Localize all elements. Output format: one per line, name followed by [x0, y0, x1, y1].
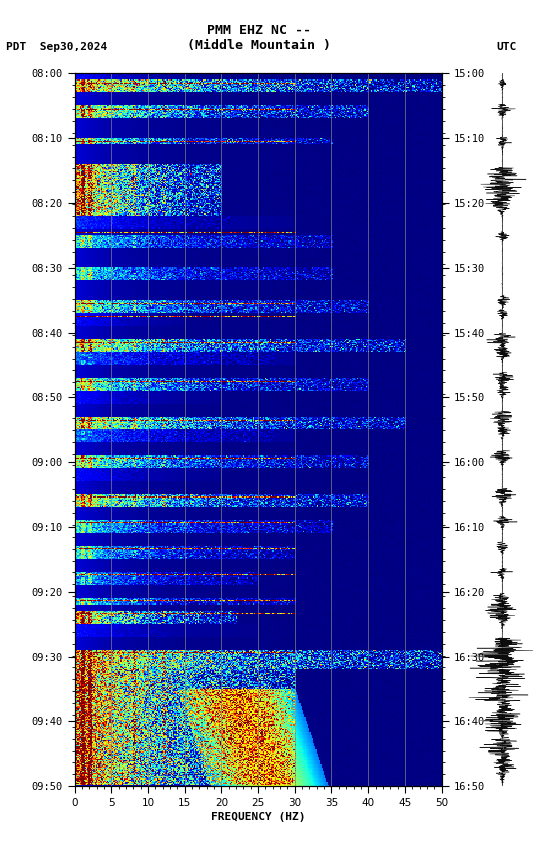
Text: UTC: UTC [497, 41, 517, 52]
Text: PDT  Sep30,2024: PDT Sep30,2024 [6, 41, 107, 52]
X-axis label: FREQUENCY (HZ): FREQUENCY (HZ) [211, 812, 305, 823]
Text: (Middle Mountain ): (Middle Mountain ) [188, 39, 331, 52]
Text: PMM EHZ NC --: PMM EHZ NC -- [208, 24, 311, 37]
